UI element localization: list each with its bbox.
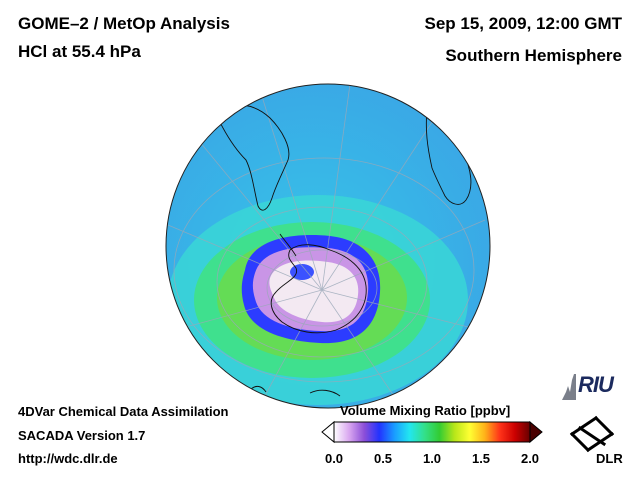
title-instrument: GOME–2 / MetOp Analysis xyxy=(18,14,230,33)
coast-antarctic-peninsula xyxy=(279,233,297,257)
colorbar-title: Volume Mixing Ratio [ppbv] xyxy=(340,403,511,418)
vortex-core xyxy=(269,260,359,323)
riu-logo-text: RIU xyxy=(578,372,614,397)
colorbar-tick-4: 2.0 xyxy=(520,451,540,466)
coast-south-america xyxy=(214,104,290,211)
colorbar-bar xyxy=(333,421,531,443)
title-species: HCl at 55.4 hPa xyxy=(18,42,141,61)
footer-url[interactable]: http://wdc.dlr.de xyxy=(18,451,118,466)
dlr-logo-icon xyxy=(569,415,615,453)
coastlines xyxy=(214,97,472,397)
title-region: Southern Hemisphere xyxy=(445,46,622,65)
footer-version: SACADA Version 1.7 xyxy=(18,428,146,443)
globe-rim xyxy=(165,83,491,409)
colorbar xyxy=(321,420,543,444)
footer-method: 4DVar Chemical Data Assimilation xyxy=(18,404,229,419)
dlr-logo-text: DLR xyxy=(596,451,623,466)
coast-australia xyxy=(309,389,341,397)
title-datetime: Sep 15, 2009, 12:00 GMT xyxy=(424,14,623,33)
coast-antarctica xyxy=(270,244,367,334)
graticule xyxy=(167,84,486,406)
colorbar-tick-1: 0.5 xyxy=(373,451,393,466)
colorbar-high-arrow xyxy=(529,420,543,444)
colorbar-tick-0: 0.0 xyxy=(324,451,344,466)
colorbar-low-arrow xyxy=(321,420,335,444)
colorbar-tick-3: 1.5 xyxy=(471,451,491,466)
colorbar-tick-2: 1.0 xyxy=(422,451,442,466)
riu-logo-icon xyxy=(562,374,576,400)
